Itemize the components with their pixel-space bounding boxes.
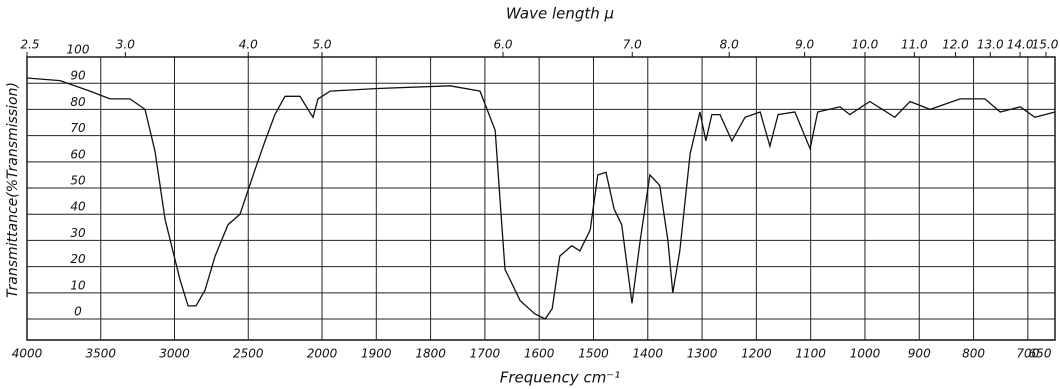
x-tick-label: 650 [1029,347,1052,361]
x-tick-label: 4000 [12,347,43,361]
y-tick-label: 90 [70,69,86,83]
x2-tick-label: 5.0 [312,38,331,52]
x-tick-label: 800 [962,347,985,361]
y-tick-label: 80 [70,95,86,109]
y-axis-label: Transmittance(%Transmission) [5,82,21,298]
plot-frame [26,56,1056,341]
x2-tick-label: 2.5 [20,38,39,52]
x-tick-label: 900 [908,347,931,361]
x-tick-label: 1500 [578,347,609,361]
x2-tick-label: 11.0 [901,38,928,52]
x-tick-label: 1000 [850,347,881,361]
x-tick-label: 1900 [361,347,392,361]
x-tick-label: 2000 [307,347,338,361]
y-tick-label: 0 [74,305,82,319]
x2-tick-label: 13.0 [977,38,1004,52]
x2-tick-label: 9.0 [795,38,814,52]
x2-tick-label: 3.0 [116,38,135,52]
x-tick-label: 2500 [233,347,264,361]
x-tick-label: 3500 [85,347,116,361]
x2-tick-label: 14.0 [1007,38,1034,52]
x2-tick-label: 15.0 [1032,38,1059,52]
x-tick-label: 1300 [687,347,718,361]
y-tick-label: 50 [70,174,86,188]
x-tick-label: 1800 [415,347,446,361]
spectrum-line [26,77,1056,320]
x-tick-label: 1700 [470,347,501,361]
x2-tick-label: 10.0 [852,38,879,52]
x2-tick-label: 6.0 [493,38,512,52]
chart-title: Wave length μ [506,5,614,23]
x2-tick-label: 7.0 [623,38,642,52]
x-tick-label: 700 [1016,347,1039,361]
y-tick-label: 20 [70,252,86,266]
x2-tick-label: 4.0 [239,38,258,52]
y-tick-label: 30 [70,226,86,240]
y-tick-label: 60 [70,147,86,161]
y-tick-label: 10 [70,278,86,292]
x-tick-label: 1400 [633,347,664,361]
y-tick-label: 40 [70,200,86,214]
x-axis-label: Frequency cm⁻¹ [500,369,620,387]
x-tick-label: 3000 [159,347,190,361]
y-tick-label: 70 [70,121,86,135]
x-tick-label: 1100 [795,347,826,361]
x-tick-label: 1200 [741,347,772,361]
x-tick-label: 1600 [524,347,555,361]
x2-tick-label: 8.0 [720,38,739,52]
y-tick-label: 100 [67,43,90,57]
x2-tick-label: 12.0 [942,38,969,52]
